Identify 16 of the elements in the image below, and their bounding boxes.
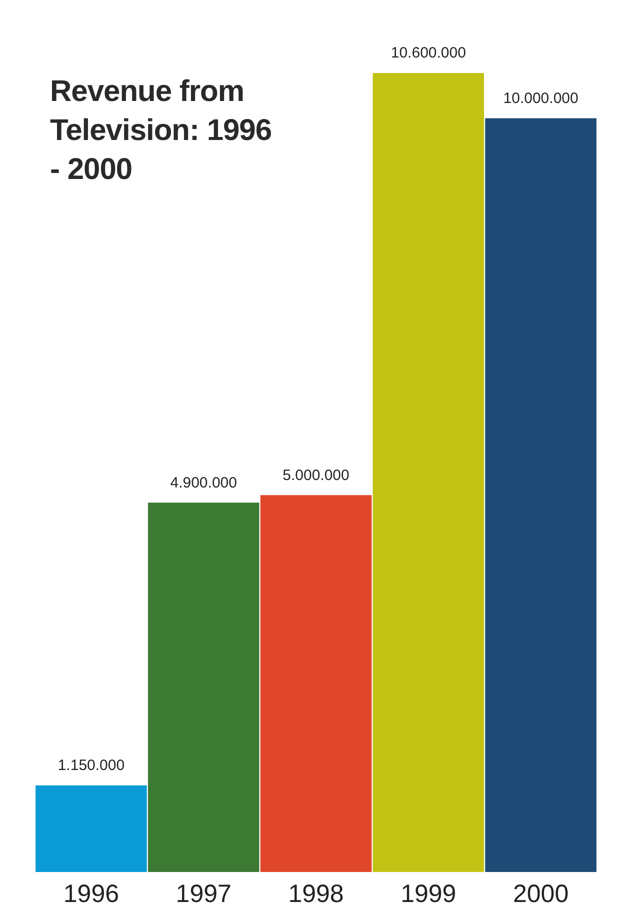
data-label: 5.000.000 bbox=[282, 466, 350, 484]
data-label: 10.600.000 bbox=[390, 44, 466, 62]
x-tick-label: 1998 bbox=[288, 880, 344, 908]
bar bbox=[372, 73, 484, 872]
bar bbox=[260, 495, 372, 872]
bar bbox=[485, 118, 596, 872]
data-label: 10.000.000 bbox=[503, 90, 578, 107]
bar bbox=[148, 502, 260, 872]
bar bbox=[36, 785, 147, 872]
data-label: 1.150.000 bbox=[58, 756, 125, 774]
x-tick-label: 1996 bbox=[63, 880, 120, 908]
text: Revenue from Television: 1996 - 2000 bbox=[50, 74, 273, 188]
data-label: 4.900.000 bbox=[170, 474, 237, 492]
x-tick-label: 1997 bbox=[176, 880, 232, 908]
x-tick-label: 2000 bbox=[512, 880, 569, 908]
x-tick-label: 1999 bbox=[400, 880, 456, 908]
